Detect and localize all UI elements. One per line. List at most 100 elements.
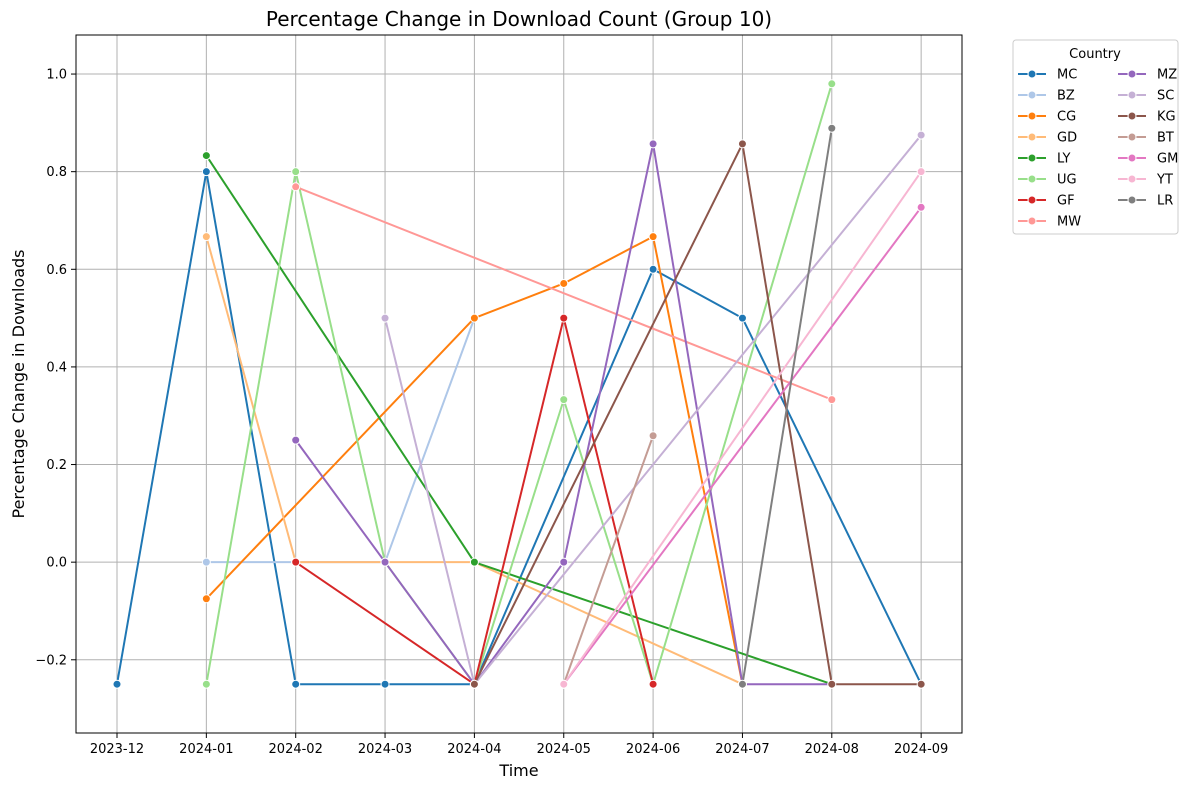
x-tick-label: 2024-08 [805, 742, 859, 757]
data-point [827, 79, 837, 89]
x-tick-label: 2024-01 [179, 742, 233, 757]
y-tick-label: 0.2 [46, 458, 67, 473]
series-yt [559, 167, 926, 689]
series-line [562, 206, 922, 685]
data-point [469, 557, 479, 567]
legend-entry-mc: MC [1018, 68, 1077, 83]
data-point [648, 139, 658, 149]
series-kg [469, 139, 926, 689]
legend-swatch-marker [1127, 195, 1137, 205]
legend-entry-gd: GD [1018, 131, 1077, 146]
data-point [559, 278, 569, 288]
data-point [648, 232, 658, 242]
data-point [469, 313, 479, 323]
data-point [827, 123, 837, 133]
plot-frame [75, 34, 963, 734]
data-point [559, 313, 569, 323]
legend-swatch-marker [1027, 174, 1037, 184]
series-line [116, 170, 923, 686]
legend-label: MZ [1157, 68, 1177, 83]
data-point [380, 557, 390, 567]
data-point [559, 679, 569, 689]
data-point [291, 167, 301, 177]
legend-entry-mw: MW [1018, 215, 1081, 230]
data-point [201, 679, 211, 689]
data-point [380, 313, 390, 323]
data-point [648, 264, 658, 274]
x-tick-label: 2024-03 [358, 742, 412, 757]
legend-swatch-marker [1027, 216, 1037, 226]
legend-entry-gm: GM [1118, 152, 1178, 167]
data-point [648, 679, 658, 689]
series-line [295, 185, 833, 401]
x-tick-label: 2023-12 [90, 742, 144, 757]
data-point [559, 557, 569, 567]
data-point [559, 395, 569, 405]
legend-label: BZ [1057, 89, 1075, 104]
legend-box [1012, 39, 1179, 235]
y-axis-label: Percentage Change in Downloads [9, 250, 28, 519]
legend-entry-cg: CG [1018, 110, 1076, 125]
legend-entry-sc: SC [1118, 89, 1174, 104]
data-point [827, 679, 837, 689]
legend-swatch-marker [1027, 195, 1037, 205]
legend-entry-bt: BT [1118, 131, 1174, 146]
legend-label: LY [1057, 152, 1071, 167]
data-point [201, 151, 211, 161]
data-point [291, 679, 301, 689]
legend-label: GM [1157, 152, 1178, 167]
legend-label: BT [1157, 131, 1174, 146]
legend-entry-gf: GF [1018, 194, 1075, 209]
legend-label: GF [1057, 194, 1075, 209]
x-tick-label: 2024-05 [537, 742, 591, 757]
y-tick-label: −0.2 [35, 653, 67, 668]
legend-swatch-marker [1027, 69, 1037, 79]
x-tick-label: 2024-04 [447, 742, 501, 757]
data-point [827, 395, 837, 405]
axes: 2023-12 2024-01 2024-02 2024-03 2024-04 2024-… [35, 68, 948, 757]
data-point [201, 167, 211, 177]
legend-swatch-marker [1027, 90, 1037, 100]
x-tick-label: 2024-02 [269, 742, 323, 757]
data-point [916, 167, 926, 177]
legend-swatch-marker [1027, 111, 1037, 121]
legend: Country MC BZ CG GD LY UG GF MW MZ SC KG BT GM YT LR [1012, 39, 1179, 235]
series-line [295, 317, 655, 686]
data-point [648, 431, 658, 441]
legend-label: SC [1157, 89, 1174, 104]
data-point [291, 435, 301, 445]
x-tick-label: 2024-07 [715, 742, 769, 757]
legend-label: UG [1057, 173, 1077, 188]
y-tick-label: 0.6 [46, 263, 67, 278]
series-line [473, 142, 922, 686]
series-line [562, 171, 922, 685]
data-point [916, 202, 926, 212]
legend-label: MC [1057, 68, 1077, 83]
y-tick-label: 0.0 [46, 556, 67, 571]
chart-title: Percentage Change in Download Count (Gro… [266, 7, 772, 31]
data-point [380, 679, 390, 689]
y-tick-label: 0.8 [46, 165, 67, 180]
legend-label: KG [1157, 110, 1176, 125]
legend-swatch-marker [1127, 153, 1137, 163]
legend-items: MC BZ CG GD LY UG GF MW MZ SC KG BT GM YT LR [1018, 68, 1178, 230]
series-mw [291, 182, 837, 405]
legend-entry-mz: MZ [1118, 68, 1177, 83]
y-tick-label: 0.4 [46, 360, 67, 375]
legend-entry-ug: UG [1018, 173, 1077, 188]
x-tick-label: 2024-09 [894, 742, 948, 757]
series-lines [112, 79, 926, 689]
x-axis-label: Time [498, 761, 538, 780]
legend-swatch-marker [1127, 69, 1137, 79]
data-point [112, 679, 122, 689]
legend-entry-kg: KG [1118, 110, 1176, 125]
legend-swatch-marker [1027, 153, 1037, 163]
series-gf [291, 313, 658, 689]
data-point [291, 182, 301, 192]
legend-swatch-marker [1127, 174, 1137, 184]
series-lr [737, 123, 837, 689]
series-line [562, 435, 655, 685]
